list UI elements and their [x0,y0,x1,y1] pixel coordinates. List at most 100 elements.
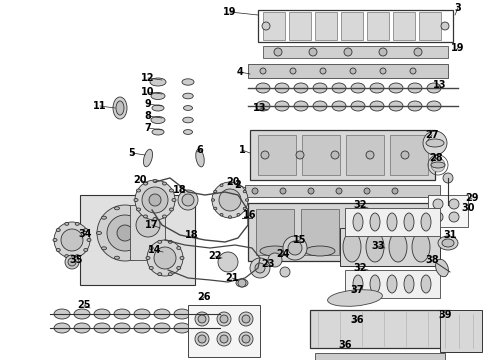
Ellipse shape [158,240,162,243]
Circle shape [364,188,370,194]
Ellipse shape [101,216,106,219]
Circle shape [149,194,161,206]
Text: 13: 13 [253,103,267,113]
Ellipse shape [243,190,246,193]
Circle shape [336,188,342,194]
Ellipse shape [370,275,380,293]
Text: 21: 21 [225,273,239,283]
Ellipse shape [194,323,210,333]
Ellipse shape [144,216,148,219]
Ellipse shape [149,247,153,249]
Circle shape [239,312,253,326]
Circle shape [431,158,445,172]
Circle shape [290,68,296,74]
Bar [130,205,165,260]
Text: 10: 10 [141,87,155,97]
Ellipse shape [236,279,248,287]
Text: 9: 9 [145,99,151,109]
Ellipse shape [114,309,130,319]
Ellipse shape [426,139,444,147]
Text: 2: 2 [235,180,242,190]
Ellipse shape [74,309,90,319]
Circle shape [250,258,270,278]
Circle shape [274,48,282,56]
Circle shape [220,315,228,323]
Ellipse shape [350,246,380,256]
Ellipse shape [170,189,173,192]
Bar [258,135,296,175]
Ellipse shape [421,213,431,231]
Circle shape [350,68,356,74]
Circle shape [239,332,253,346]
Text: 19: 19 [451,43,465,53]
Ellipse shape [237,184,240,186]
Ellipse shape [174,309,190,319]
Circle shape [433,199,443,209]
Bar [345,208,440,236]
Ellipse shape [183,105,193,111]
Ellipse shape [220,184,223,186]
Ellipse shape [113,97,127,119]
Ellipse shape [153,217,157,220]
Text: 23: 23 [261,259,275,269]
Circle shape [392,188,398,194]
Circle shape [433,212,443,222]
Ellipse shape [412,232,430,262]
Circle shape [61,229,83,251]
Circle shape [135,180,175,220]
Ellipse shape [183,93,193,99]
Ellipse shape [130,256,136,259]
Text: 18: 18 [185,230,199,240]
Ellipse shape [177,247,181,249]
Circle shape [182,194,194,206]
Circle shape [331,151,339,159]
Circle shape [65,255,79,269]
Ellipse shape [144,182,147,185]
Circle shape [238,279,246,287]
Ellipse shape [214,207,217,210]
Ellipse shape [256,101,270,111]
Text: 36: 36 [350,315,364,325]
Ellipse shape [245,199,248,201]
Ellipse shape [150,78,166,86]
Ellipse shape [134,198,138,202]
Circle shape [242,335,250,343]
Ellipse shape [275,101,289,111]
Ellipse shape [370,83,384,93]
Bar [390,135,428,175]
Ellipse shape [53,238,57,242]
Ellipse shape [149,266,153,270]
Ellipse shape [180,256,184,260]
Text: 39: 39 [438,310,452,320]
Bar [340,228,440,266]
Bar [393,12,415,40]
Bar [302,135,340,175]
Ellipse shape [170,208,173,211]
Text: 20: 20 [226,177,240,187]
Ellipse shape [220,213,223,216]
Circle shape [54,222,90,258]
Text: 19: 19 [223,7,237,17]
Ellipse shape [137,189,141,192]
Ellipse shape [152,105,164,111]
Ellipse shape [115,256,120,259]
Text: 34: 34 [78,229,92,239]
Text: 22: 22 [208,251,222,261]
Circle shape [217,312,231,326]
Bar [391,209,429,255]
Ellipse shape [137,208,141,211]
Ellipse shape [101,247,106,250]
Bar [258,10,453,42]
Bar [315,12,337,40]
Circle shape [252,188,258,194]
Text: 7: 7 [145,123,151,133]
Ellipse shape [404,275,414,293]
Text: 18: 18 [173,185,187,195]
Circle shape [136,213,160,237]
Ellipse shape [94,323,110,333]
Ellipse shape [75,255,79,258]
Circle shape [309,48,317,56]
Ellipse shape [427,83,441,93]
Ellipse shape [144,149,152,167]
Bar [341,12,363,40]
